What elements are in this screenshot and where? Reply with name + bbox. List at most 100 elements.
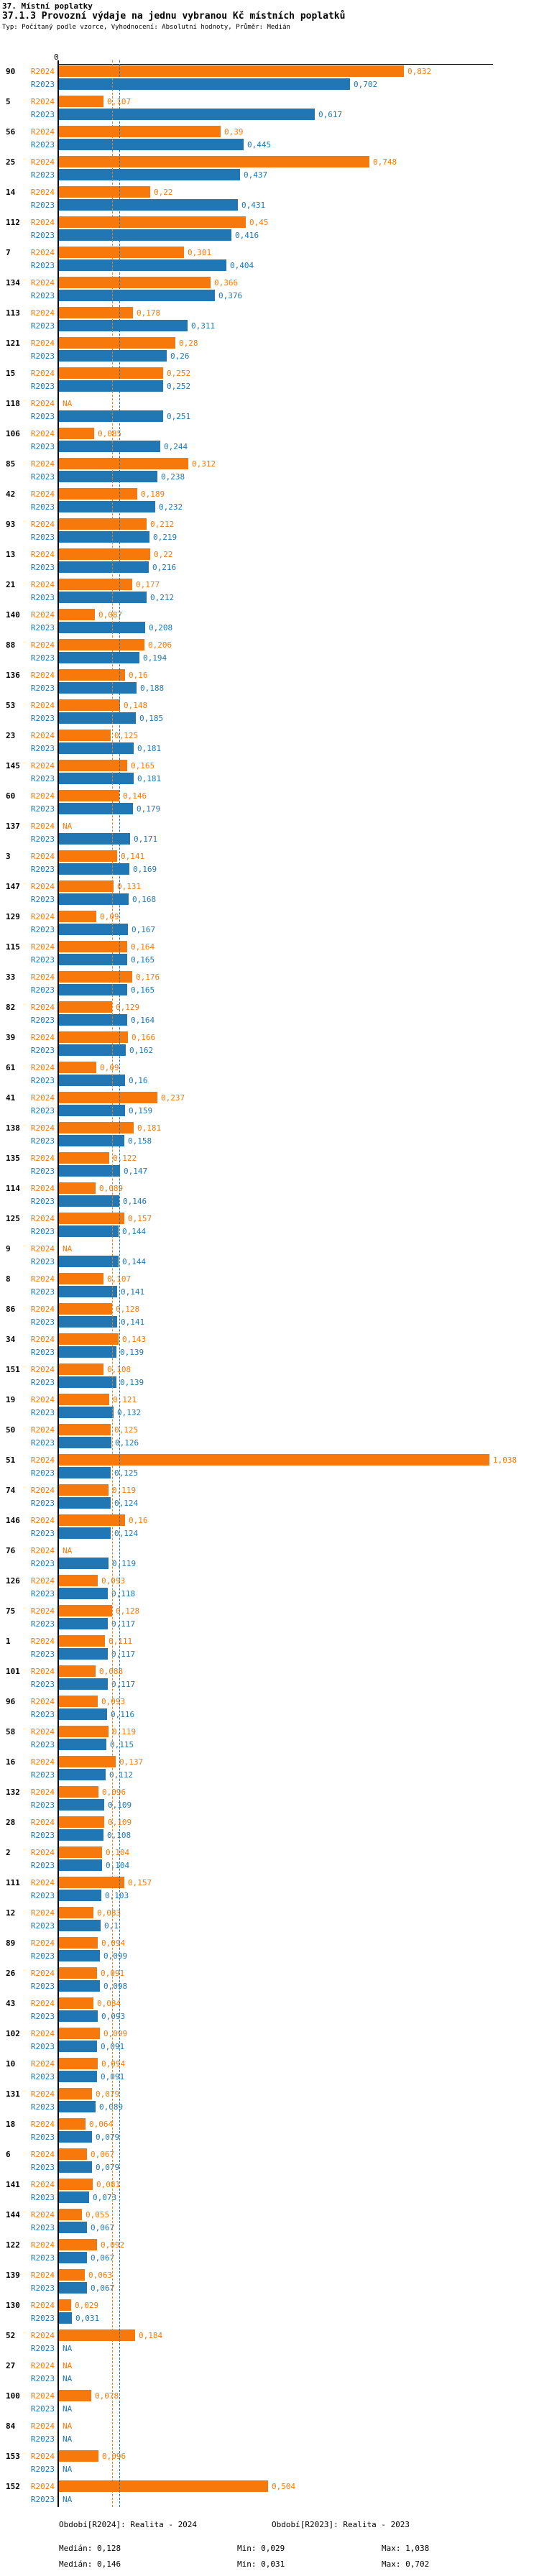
bar <box>59 2071 97 2082</box>
bar-value-label: 0,124 <box>114 1529 139 1538</box>
bar <box>59 2179 93 2190</box>
series-label: R2024 <box>30 1727 55 1736</box>
bar-value-label: 0,084 <box>97 1999 121 2008</box>
bar <box>59 699 120 711</box>
series-label: R2024 <box>30 2482 55 2491</box>
bar-value-label: 0,064 <box>89 2120 114 2129</box>
series-label: R2024 <box>30 882 55 891</box>
bar-group: 43 R2024 0,084 R2023 0,093 <box>0 1997 539 2028</box>
series-label: R2024 <box>30 459 55 469</box>
bar-value-label: 0,143 <box>122 1335 147 1344</box>
bar-group: 60 R2024 0,146 R2023 0,179 <box>0 790 539 820</box>
category-label: 93 <box>6 520 16 529</box>
bar-value-label: 0,119 <box>112 1559 137 1568</box>
category-label: 126 <box>6 1576 20 1586</box>
bar <box>59 1726 109 1737</box>
bar-value-label: 0,093 <box>101 1697 126 1706</box>
bar <box>59 501 155 512</box>
bar-group: 121 R2024 0,28 R2023 0,26 <box>0 337 539 367</box>
bar-group: 50 R2024 0,125 R2023 0,126 <box>0 1424 539 1454</box>
bar-group: 34 R2024 0,143 R2023 0,139 <box>0 1333 539 1363</box>
bar-group: 19 R2024 0,121 R2023 0,132 <box>0 1394 539 1424</box>
bar <box>59 790 119 801</box>
bar-value-label: 0,164 <box>131 1016 155 1025</box>
bar-value-label: 0,176 <box>136 972 160 982</box>
bar-group: 93 R2024 0,212 R2023 0,219 <box>0 518 539 548</box>
bar <box>59 712 136 724</box>
series-label: R2023 <box>30 2012 55 2021</box>
series-label: R2023 <box>30 1136 55 1146</box>
series-label: R2024 <box>30 2150 55 2159</box>
bar <box>59 1135 124 1146</box>
bar-value-label: 0,232 <box>159 502 183 512</box>
series-label: R2024 <box>30 339 55 348</box>
series-label: R2024 <box>30 972 55 982</box>
bar-value-label: 0,139 <box>120 1378 144 1387</box>
category-label: 76 <box>6 1546 16 1555</box>
series-label: R2024 <box>30 1757 55 1767</box>
na-label: NA <box>63 2434 73 2444</box>
bar-value-label: 0,16 <box>129 1076 148 1085</box>
bar <box>59 126 221 137</box>
bar <box>59 1859 102 1871</box>
series-label: R2024 <box>30 1606 55 1616</box>
bar <box>59 773 134 784</box>
series-label: R2024 <box>30 1697 55 1706</box>
na-label: NA <box>63 2495 73 2504</box>
bar-value-label: 0,169 <box>133 865 157 874</box>
bar <box>59 1122 134 1133</box>
bar-group: 39 R2024 0,166 R2023 0,162 <box>0 1031 539 1062</box>
bar <box>59 1001 112 1013</box>
series-label: R2024 <box>30 2331 55 2340</box>
category-label: 43 <box>6 1999 16 2008</box>
series-label: R2023 <box>30 1861 55 1870</box>
bar-value-label: 0,311 <box>191 321 216 331</box>
series-label: R2023 <box>30 593 55 602</box>
series-label: R2024 <box>30 1938 55 1948</box>
bar-value-label: 0,067 <box>91 2150 115 2159</box>
bar-group: 106 R2024 0,085 R2023 0,244 <box>0 428 539 458</box>
bar-value-label: 0,16 <box>129 671 148 680</box>
bar-value-label: 0,119 <box>112 1727 137 1736</box>
bar <box>59 609 95 620</box>
bar-value-label: 0,147 <box>124 1167 148 1176</box>
bar-value-label: 0,251 <box>167 412 191 421</box>
series-label: R2024 <box>30 1788 55 1797</box>
series-label: R2024 <box>30 308 55 318</box>
bar <box>59 1696 98 1707</box>
bar-value-label: 0,178 <box>137 308 161 318</box>
series-label: R2024 <box>30 2210 55 2220</box>
bar-group: 27 R2024 NA R2023 NA <box>0 2360 539 2390</box>
bar-value-label: 0,108 <box>107 1365 132 1374</box>
bar <box>59 2222 87 2233</box>
category-label: 134 <box>6 278 20 288</box>
bar <box>59 1648 108 1660</box>
bar-group: 6 R2024 0,067 R2023 0,079 <box>0 2148 539 2179</box>
bar-value-label: 0,112 <box>109 1770 134 1780</box>
series-label: R2023 <box>30 1016 55 1025</box>
bar-value-label: 0,26 <box>170 351 190 361</box>
bar <box>59 307 133 318</box>
series-label: R2023 <box>30 442 55 451</box>
series-label: R2024 <box>30 1305 55 1314</box>
series-label: R2023 <box>30 2223 55 2232</box>
bar-value-label: 0,079 <box>96 2089 120 2099</box>
series-label: R2024 <box>30 822 55 831</box>
bar <box>59 1846 102 1858</box>
bar-value-label: 0,366 <box>214 278 239 288</box>
category-label: 100 <box>6 2391 20 2401</box>
bar-group: 25 R2024 0,748 R2023 0,437 <box>0 156 539 186</box>
bar-value-label: 0,094 <box>101 2059 126 2069</box>
median-line-r2024 <box>112 60 113 2507</box>
bar-value-label: 0,165 <box>131 955 155 965</box>
bar-group: 86 R2024 0,128 R2023 0,141 <box>0 1303 539 1333</box>
category-label: 19 <box>6 1395 16 1404</box>
series-label: R2024 <box>30 1063 55 1072</box>
bar <box>59 760 127 771</box>
bar-value-label: 0,121 <box>113 1395 137 1404</box>
bar-group: 56 R2024 0,39 R2023 0,445 <box>0 126 539 156</box>
bar-value-label: 0,206 <box>148 640 172 650</box>
category-label: 61 <box>6 1063 16 1072</box>
category-label: 39 <box>6 1033 16 1042</box>
series-label: R2023 <box>30 1076 55 1085</box>
